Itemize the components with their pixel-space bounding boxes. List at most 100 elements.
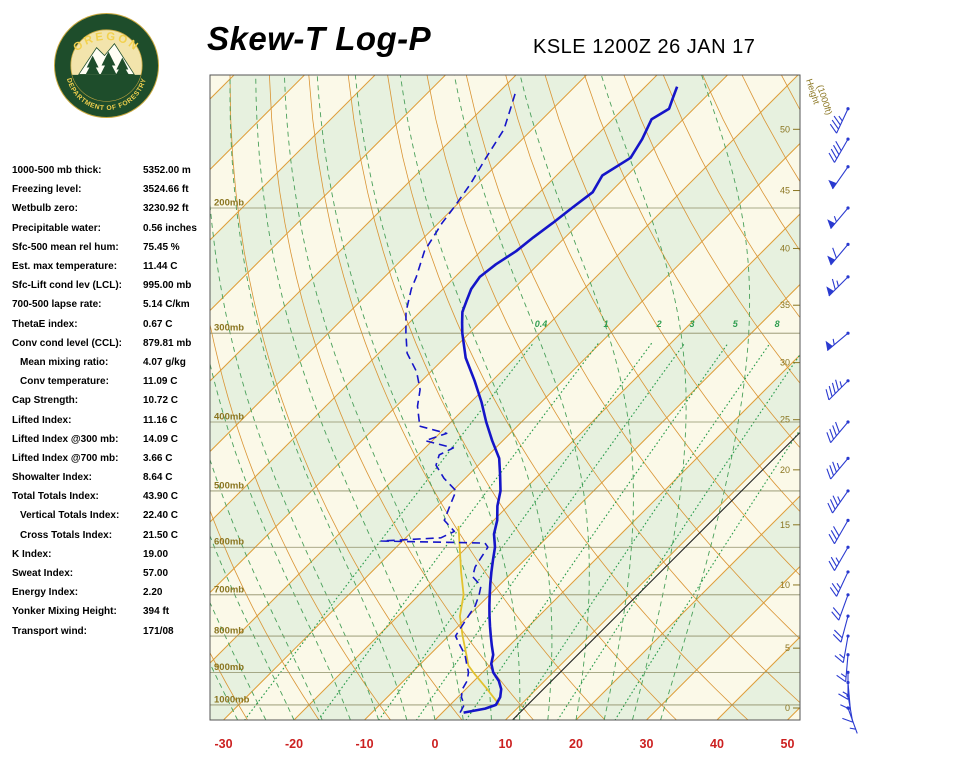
metric-value: 57.00: [143, 568, 169, 580]
metric-label: Lifted Index:: [12, 414, 72, 426]
metric-row: Transport wind: 171/08: [12, 622, 210, 641]
dry-adiabats: [210, 75, 800, 720]
metric-value: 5352.00 m: [143, 165, 191, 177]
metric-label: Transport wind:: [12, 625, 87, 637]
metric-value: 11.44 C: [143, 261, 178, 273]
temp-axis-label: -30: [214, 737, 232, 751]
odf-logo: OREGON DEPARTMENT OF FORESTRY: [53, 12, 160, 119]
mixing-ratio-label: 3: [689, 319, 694, 329]
wind-barb: [831, 593, 850, 621]
wind-barb: [828, 137, 850, 163]
wind-barb: [826, 275, 850, 297]
wind-barb: [828, 165, 850, 190]
metric-label: Mean mixing ratio:: [20, 356, 109, 368]
metric-label: ThetaE index:: [12, 318, 78, 330]
metric-value: 0.56 inches: [143, 222, 197, 234]
metric-label: 700-500 lapse rate:: [12, 299, 102, 311]
pressure-label: 700mb: [214, 584, 244, 595]
metric-row: Sfc-500 mean rel hum: 75.45 %: [12, 238, 210, 257]
mixing-ratio-label: 0.4: [535, 319, 548, 329]
indices-panel: 1000-500 mb thick: 5352.00 m Freezing leve…: [12, 161, 210, 641]
wind-barb: [829, 570, 850, 597]
metric-label: Precipitable water:: [12, 222, 101, 234]
chart-title: Skew-T Log-P: [207, 20, 432, 57]
metric-row: Wetbulb zero: 3230.92 ft: [12, 199, 210, 218]
wind-barb: [827, 206, 850, 230]
station-datetime: KSLE 1200Z 26 JAN 17: [533, 36, 756, 58]
metric-value: 21.50 C: [143, 529, 179, 541]
mixing-ratio-label: 5: [733, 319, 739, 329]
metric-label: Freezing level:: [12, 184, 82, 196]
metric-label: Vertical Totals Index:: [20, 510, 120, 522]
metric-row: Est. max temperature: 11.44 C: [12, 257, 210, 276]
wind-barb: [827, 489, 850, 514]
temp-axis-label: 0: [432, 737, 439, 751]
wind-barb: [834, 634, 850, 664]
pressure-label: 800mb: [214, 626, 244, 637]
metric-value: 10.72 C: [143, 395, 179, 407]
metric-row: Cross Totals Index: 21.50 C: [12, 526, 210, 545]
metric-label: Sfc-500 mean rel hum:: [12, 241, 119, 253]
pressure-label: 1000mb: [214, 694, 250, 705]
metric-row: Lifted Index: 11.16 C: [12, 410, 210, 429]
metric-row: Cap Strength: 10.72 C: [12, 391, 210, 410]
metric-value: 3.66 C: [143, 452, 173, 464]
wind-barb: [838, 670, 850, 700]
wind-barb: [829, 107, 850, 134]
metric-value: 5.14 C/km: [143, 299, 190, 311]
moist-adiabats: [210, 75, 751, 720]
metric-row: Precipitable water: 0.56 inches: [12, 219, 210, 238]
wind-barb-column: [825, 107, 858, 734]
temp-axis-label: -10: [355, 737, 373, 751]
temp-axis-label: -20: [285, 737, 303, 751]
height-tick-label: 20: [780, 465, 790, 475]
temp-axis-label: 40: [710, 737, 724, 751]
metric-row: Lifted Index @700 mb: 3.66 C: [12, 449, 210, 468]
metric-value: 11.09 C: [143, 376, 178, 388]
metric-label: K Index:: [12, 548, 52, 560]
metric-label: Wetbulb zero:: [12, 203, 78, 215]
pressure-label: 900mb: [214, 662, 244, 673]
metric-value: 75.45 %: [143, 241, 180, 253]
pressure-label: 600mb: [214, 537, 244, 548]
metric-row: Vertical Totals Index: 22.40 C: [12, 506, 210, 525]
metric-label: Sfc-Lift cond lev (LCL):: [12, 280, 122, 292]
mixing-ratio-labels: 0.4 1 2 3 5 8: [535, 319, 780, 329]
dewpoint-trace: [380, 93, 516, 713]
metric-label: Total Totals Index:: [12, 491, 99, 503]
metric-label: Showalter Index:: [12, 472, 93, 484]
metric-value: 4.07 g/kg: [143, 356, 186, 368]
metric-label: 1000-500 mb thick:: [12, 165, 102, 177]
height-tick-label: 10: [780, 580, 790, 590]
metric-value: 43.90 C: [143, 491, 179, 503]
sounding-profiles: [380, 86, 800, 720]
metric-row: Sweat Index: 57.00: [12, 564, 210, 583]
mixing-ratio-label: 1: [603, 319, 608, 329]
metric-row: Conv temperature: 11.09 C: [12, 372, 210, 391]
metric-value: 394 ft: [143, 606, 170, 618]
metric-row: Mean mixing ratio: 4.07 g/kg: [12, 353, 210, 372]
mixing-ratio-label: 8: [775, 319, 780, 329]
height-tick-label: 15: [780, 520, 790, 530]
height-tick-label: 0: [785, 703, 790, 713]
wind-barb: [836, 653, 850, 683]
metric-row: Lifted Index @300 mb: 14.09 C: [12, 430, 210, 449]
metric-value: 14.09 C: [143, 433, 179, 445]
metric-label: Energy Index:: [12, 587, 79, 599]
pressure-lines: 200mb 300mb 400mb 500mb 600mb 700mb 800mb 900mb…: [210, 198, 800, 705]
pressure-label: 300mb: [214, 323, 244, 334]
temp-axis-label: 20: [569, 737, 583, 751]
metric-label: Est. max temperature:: [12, 261, 118, 273]
wind-barb: [828, 545, 850, 571]
wind-barb: [832, 614, 850, 643]
metric-row: 1000-500 mb thick: 5352.00 m: [12, 161, 210, 180]
metric-value: 11.16 C: [143, 414, 178, 426]
metric-label: Sweat Index:: [12, 568, 74, 580]
temp-axis-label: 30: [640, 737, 654, 751]
metric-value: 8.64 C: [143, 472, 173, 484]
height-tick-label: 25: [780, 415, 790, 425]
metric-row: Conv cond level (CCL): 879.81 mb: [12, 334, 210, 353]
metric-value: 3524.66 ft: [143, 184, 189, 196]
